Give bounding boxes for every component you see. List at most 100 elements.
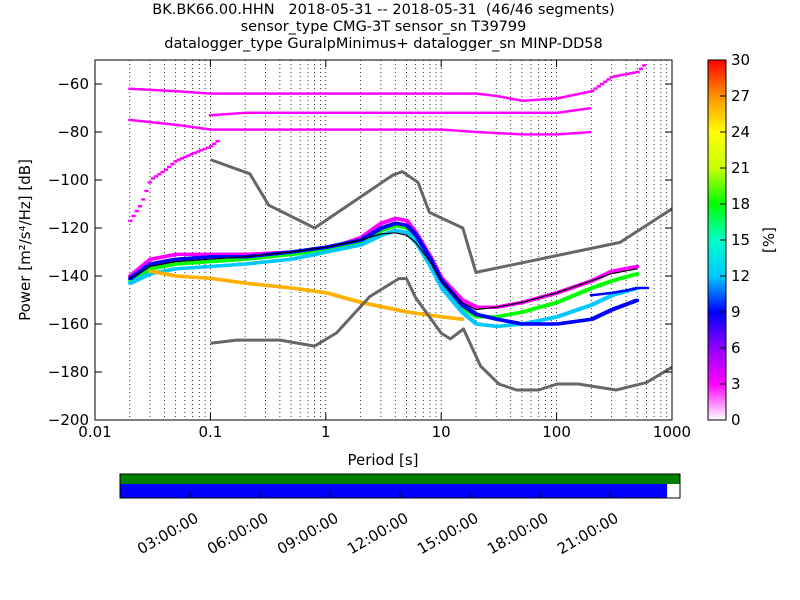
density-cell: [577, 108, 582, 111]
density-cell: [137, 119, 143, 123]
density-cell: [421, 245, 426, 250]
chart-title-line-2: sensor_type CMG-3T sensor_sn T39799: [240, 19, 527, 35]
density-cell: [625, 289, 630, 292]
density-cell: [473, 111, 479, 114]
density-cell: [309, 92, 314, 95]
density-cell: [383, 111, 388, 114]
x-tick-label: 1: [321, 423, 331, 441]
density-cell: [360, 128, 366, 131]
density-cell: [318, 128, 324, 131]
density-cell: [376, 111, 382, 114]
density-cell: [415, 128, 421, 131]
density-cell: [503, 132, 508, 135]
density-cell: [438, 92, 443, 95]
density-cell: [417, 239, 423, 244]
density-cell: [137, 88, 143, 91]
density-cell: [296, 111, 301, 114]
density-cell: [131, 214, 136, 218]
density-cell: [427, 263, 432, 267]
density-cell: [409, 128, 414, 131]
density-cell: [570, 93, 576, 97]
density-cell: [414, 233, 419, 237]
density-cell: [305, 92, 311, 95]
density-cell: [422, 111, 427, 114]
density-cell: [432, 272, 437, 276]
density-cell: [289, 92, 294, 95]
density-cell: [618, 290, 624, 293]
density-cell: [328, 111, 333, 114]
density-cell: [634, 298, 639, 302]
density-cell: [406, 111, 411, 114]
density-cell: [186, 154, 191, 157]
outlier-trace-3: [208, 107, 592, 117]
density-cell: [638, 67, 643, 71]
density-cell: [273, 128, 278, 131]
density-cell: [454, 92, 459, 95]
density-cell: [360, 111, 365, 114]
density-cell: [234, 128, 240, 131]
density-cell: [328, 128, 333, 131]
density-cell: [186, 125, 191, 128]
density-cell: [634, 264, 639, 269]
density-cell: [260, 128, 265, 131]
density-cell: [589, 294, 595, 297]
density-cell: [421, 253, 426, 257]
density-cell: [564, 132, 569, 135]
density-cell: [490, 131, 495, 135]
density-cell: [509, 97, 514, 100]
chart-title-line-3: datalogger_type GuralpMinimus+ datalogge…: [164, 36, 603, 52]
density-cell: [425, 111, 430, 114]
density-cell: [228, 128, 233, 131]
density-cell: [577, 92, 582, 95]
density-cell: [147, 120, 152, 124]
density-cell: [183, 90, 188, 94]
y-axis-label: Power [m²/s⁴/Hz] [dB]: [16, 159, 34, 321]
density-cell: [241, 111, 246, 115]
density-cell: [225, 92, 230, 95]
density-cell: [154, 121, 159, 124]
density-cell: [299, 92, 304, 95]
density-cell: [228, 112, 233, 116]
density-cell: [535, 133, 540, 136]
density-cell: [157, 121, 162, 125]
density-cell: [293, 92, 298, 95]
density-cell: [499, 111, 504, 114]
y-tick-label: −160: [48, 315, 89, 333]
density-cell: [502, 111, 508, 114]
density-cell: [183, 155, 188, 159]
density-cell: [215, 113, 220, 116]
density-cell: [605, 292, 611, 295]
density-cell: [244, 111, 249, 114]
density-cell: [173, 123, 178, 126]
colorbar: 0 3 6 9 12 15 18 21 24 27 30 [%]: [707, 51, 778, 429]
density-cell: [438, 111, 443, 114]
density-cell: [196, 91, 201, 94]
density-cell: [535, 98, 540, 101]
density-cell: [506, 132, 511, 135]
density-cell: [399, 128, 404, 131]
density-cell: [423, 249, 429, 254]
density-cell: [519, 99, 524, 102]
density-cell: [532, 111, 537, 114]
density-cell: [357, 92, 362, 95]
density-cell: [612, 291, 617, 294]
density-cell: [318, 92, 324, 95]
colorbar-tick-label: 3: [731, 375, 741, 393]
density-cell: [144, 88, 149, 91]
colorbar-label: [%]: [760, 227, 778, 253]
density-cell: [544, 111, 550, 114]
density-cell: [160, 170, 165, 174]
density-cell: [631, 287, 637, 291]
density-cell: [192, 91, 198, 94]
density-cell: [247, 128, 252, 131]
density-cell: [415, 111, 420, 114]
density-cell: [263, 111, 269, 114]
density-cell: [490, 94, 495, 97]
density-cell: [448, 92, 453, 95]
density-cell: [635, 70, 640, 74]
density-cell: [638, 286, 643, 290]
density-cell: [486, 111, 491, 114]
density-cell: [351, 111, 356, 114]
density-cell: [283, 92, 288, 95]
density-cell: [593, 87, 598, 90]
